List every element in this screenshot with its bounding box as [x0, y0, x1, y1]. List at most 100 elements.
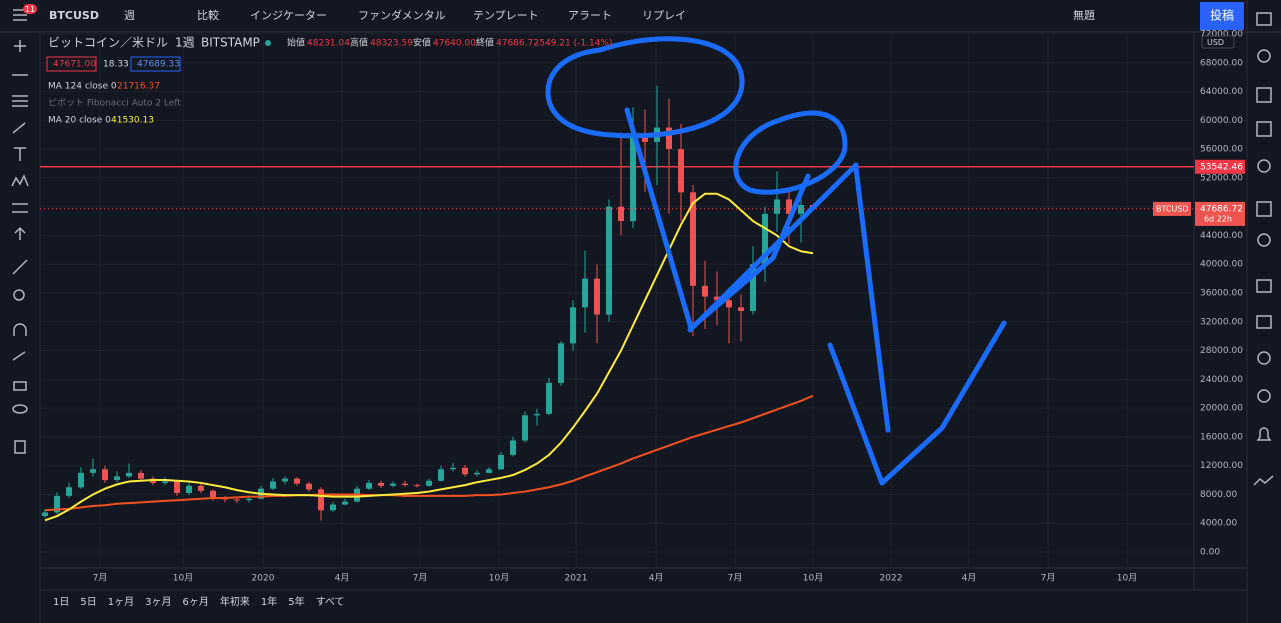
- notify-icon[interactable]: [1256, 427, 1272, 441]
- right-sidebar: [1253, 12, 1274, 486]
- cross-tool[interactable]: [14, 40, 26, 52]
- ohlc-label: 高値: [350, 37, 368, 49]
- candle-body: [114, 476, 120, 481]
- candle-body: [618, 206, 624, 222]
- hotlist-icon[interactable]: [1257, 159, 1271, 173]
- range-button[interactable]: 5日: [80, 597, 96, 608]
- time-tick-label: 10月: [489, 573, 509, 584]
- zoom-tool[interactable]: [13, 289, 25, 301]
- ohlc-value: 48231.04: [307, 39, 350, 49]
- arrow-tool[interactable]: [14, 226, 26, 240]
- candle-body: [762, 213, 768, 265]
- live-icon[interactable]: [1257, 389, 1271, 403]
- brush-tool[interactable]: [12, 122, 26, 134]
- chat-icon[interactable]: [1256, 279, 1272, 293]
- candle-body: [570, 307, 576, 344]
- candle-body: [738, 307, 744, 311]
- candle-body: [534, 413, 540, 416]
- ohlc-label: 終値: [476, 37, 494, 49]
- currency-box: [1201, 35, 1235, 49]
- price-tick-label: 56000.00: [1200, 145, 1243, 155]
- range-button[interactable]: 3ヶ月: [145, 596, 171, 608]
- moving-average: [44, 192, 814, 522]
- candle-body: [378, 482, 384, 486]
- lock-tool[interactable]: [13, 381, 27, 391]
- calendar-icon[interactable]: [1256, 201, 1272, 217]
- price-tick-label: 4000.00: [1200, 519, 1237, 529]
- candle-body: [690, 192, 696, 286]
- price-tick-label: 32000.00: [1200, 317, 1243, 327]
- range-button[interactable]: 1年: [261, 595, 277, 608]
- range-button[interactable]: 1日: [53, 597, 69, 608]
- candle-body: [726, 300, 732, 308]
- price-tick-label: 72000.00: [1200, 30, 1243, 40]
- news-icon[interactable]: [1256, 121, 1272, 137]
- interval[interactable]: 週: [124, 9, 135, 22]
- candle-body: [414, 485, 420, 487]
- top-bar: [0, 0, 1281, 32]
- candle-body: [282, 478, 288, 482]
- toolbar-button[interactable]: テンプレート: [473, 9, 539, 22]
- drawings: [545, 36, 1007, 486]
- candle-body: [66, 487, 72, 496]
- price-tag: [1195, 201, 1245, 226]
- candle-body: [246, 498, 252, 501]
- toolbar-button[interactable]: ファンダメンタル: [358, 8, 446, 22]
- stream-icon[interactable]: [1257, 351, 1271, 365]
- candle-body: [462, 467, 468, 475]
- price-tick-label: 68000.00: [1200, 58, 1243, 68]
- candle-body: [306, 483, 312, 490]
- left-toolbar: [11, 9, 29, 454]
- symbol-tag: [1153, 201, 1191, 216]
- candle-body: [666, 127, 672, 150]
- ideas-icon[interactable]: [1257, 233, 1271, 247]
- magnet-tool[interactable]: [13, 323, 27, 336]
- candle-body: [786, 199, 792, 214]
- drawing-stroke: [827, 320, 1007, 486]
- trash-tool[interactable]: [14, 440, 26, 454]
- text-tool[interactable]: [14, 147, 26, 161]
- visibility-tool[interactable]: [12, 404, 28, 414]
- time-tick-label: 2021: [565, 574, 588, 584]
- range-button[interactable]: 6ヶ月: [183, 596, 209, 608]
- candle-body: [630, 134, 636, 222]
- toolbar-button[interactable]: リプレイ: [642, 9, 686, 22]
- range-button[interactable]: 5年: [288, 595, 304, 608]
- range-button[interactable]: すべて: [316, 596, 345, 608]
- time-tick-label: 7月: [728, 573, 743, 584]
- candle-body: [234, 499, 240, 501]
- price-tick-label: 28000.00: [1200, 346, 1243, 356]
- range-button[interactable]: 1ヶ月: [108, 596, 134, 608]
- ruler-tool[interactable]: [12, 259, 28, 275]
- time-tick-label: 2020: [252, 574, 275, 584]
- candle-body: [270, 481, 276, 489]
- ask: 47689.33: [137, 60, 180, 70]
- time-tick-label: 7月: [413, 573, 428, 584]
- price-tag: [1195, 159, 1245, 174]
- pattern-tool[interactable]: [11, 174, 29, 187]
- draw-lock[interactable]: [12, 351, 26, 361]
- range-button[interactable]: 年初来: [220, 595, 250, 608]
- price-tick-label: 0.00: [1200, 548, 1220, 558]
- moving-average: [44, 394, 814, 512]
- data-icon[interactable]: [1256, 87, 1272, 103]
- trend-icon[interactable]: [1253, 475, 1274, 486]
- layout-name[interactable]: 無題: [1073, 8, 1095, 22]
- drawing-stroke: [624, 107, 811, 331]
- time-tick-label: 4月: [962, 573, 977, 584]
- chat-icon[interactable]: [1256, 315, 1272, 329]
- candle-body: [558, 343, 564, 383]
- alerts-icon[interactable]: [1257, 49, 1271, 63]
- forecast-tool[interactable]: [12, 203, 28, 213]
- publish-button[interactable]: [1200, 2, 1244, 30]
- candle-body: [774, 199, 780, 214]
- watchlist-icon[interactable]: [1256, 12, 1272, 26]
- symbol[interactable]: BTCUSD: [49, 9, 99, 22]
- toolbar-button[interactable]: インジケーター: [250, 9, 327, 22]
- publish-label[interactable]: 投稿: [1210, 8, 1234, 23]
- toolbar-button[interactable]: アラート: [568, 9, 612, 22]
- currency[interactable]: USD: [1207, 38, 1224, 47]
- drawing-stroke: [853, 165, 891, 433]
- fib-tool[interactable]: [12, 95, 28, 107]
- toolbar-button[interactable]: 比較: [197, 8, 219, 22]
